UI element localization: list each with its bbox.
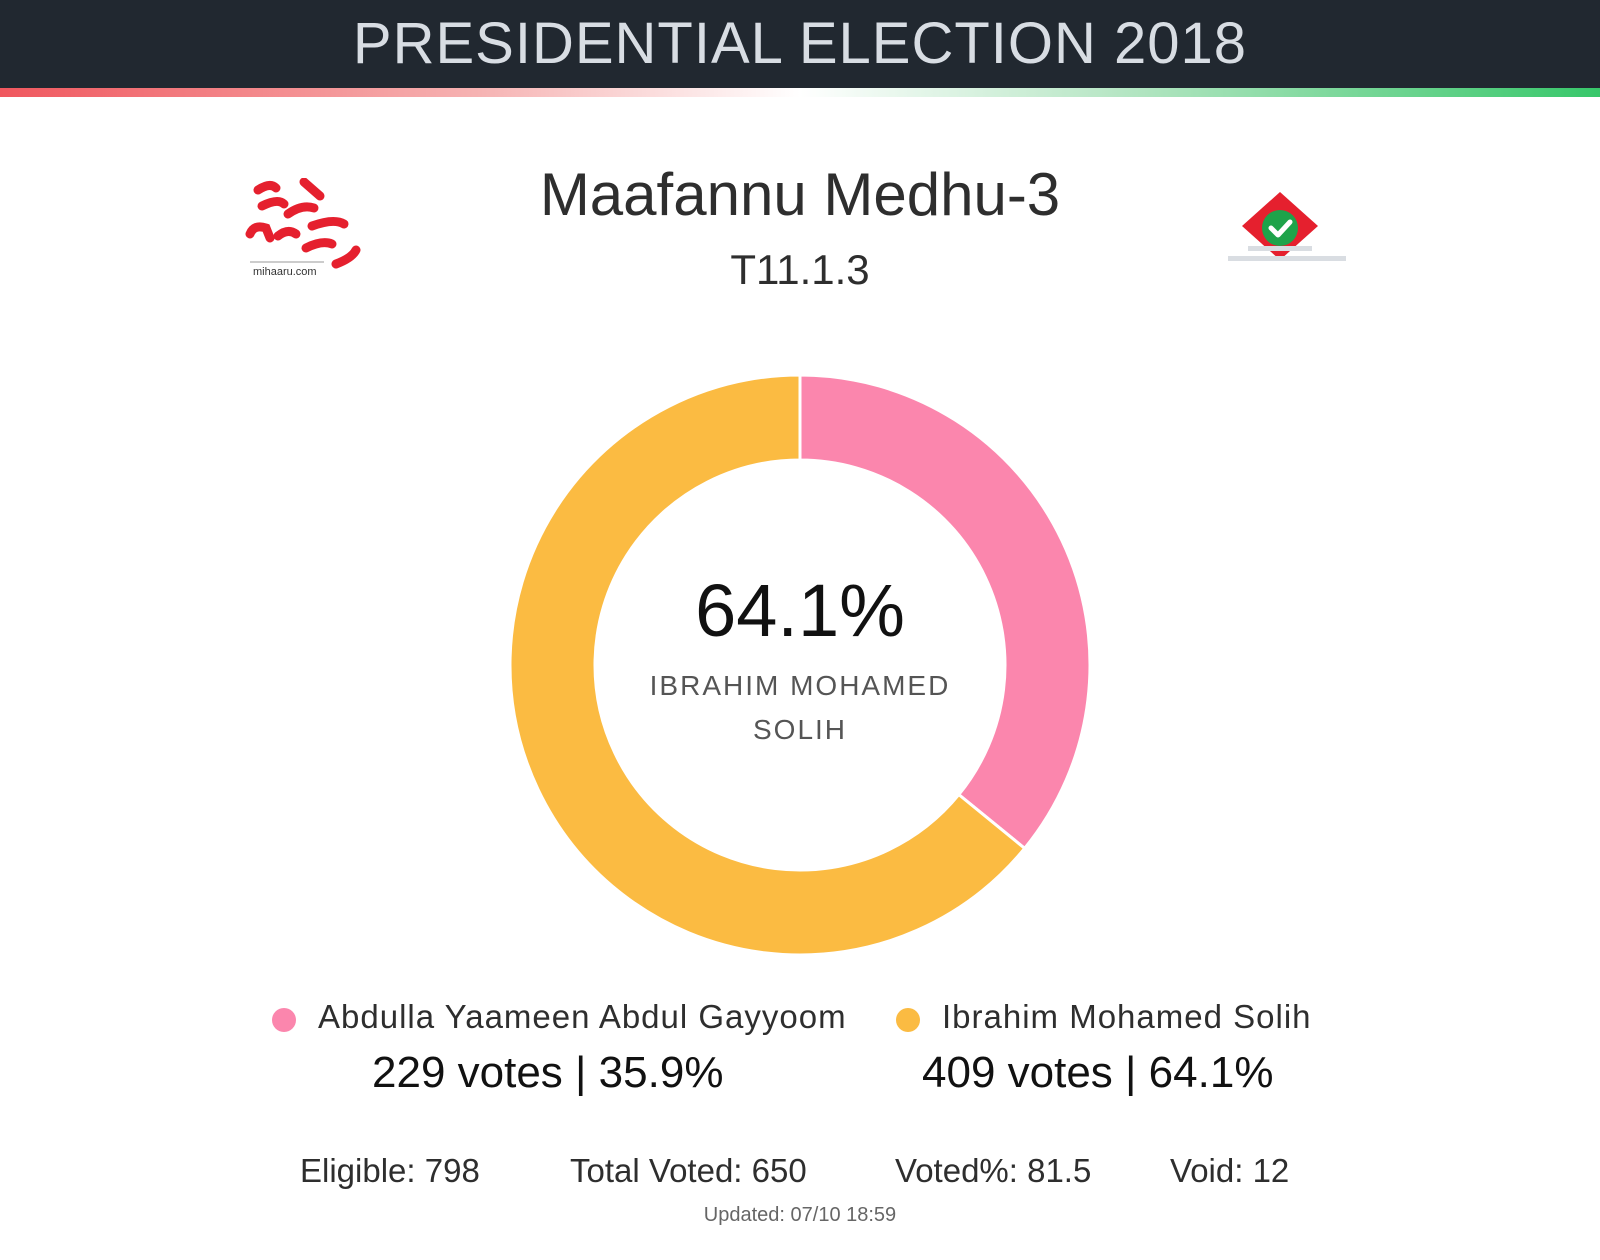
page-title: PRESIDENTIAL ELECTION 2018 [352,11,1248,76]
accent-gradient-bar [0,88,1600,97]
legend-votes-yaameen: 229 votes | 35.9% [372,1048,724,1097]
constituency-name: Maafannu Medhu-3 [539,161,1061,228]
ballot-box-code: T11.1.3 [730,246,870,293]
stat-total-voted: Total Voted: 650 [570,1152,807,1189]
legend-name-solih: Ibrahim Mohamed Solih [942,998,1312,1035]
donut-slice-solih [508,373,1027,957]
legend-votes-solih: 409 votes | 64.1% [922,1048,1274,1097]
logo-caption: mihaaru.com [253,266,317,278]
leading-percent: 64.1% [695,569,905,652]
legend-name-yaameen: Abdulla Yaameen Abdul Gayyoom [318,998,847,1035]
donut-slice-yaameen [798,373,1092,851]
ballot-box-icon [1228,192,1346,261]
header-bar: PRESIDENTIAL ELECTION 2018 [0,0,1600,88]
vote-donut-chart [508,373,1092,957]
legend-dot-yaameen [272,1008,296,1032]
stat-voted-percent: Voted%: 81.5 [895,1152,1092,1189]
mihaaru-logo-icon [245,178,361,269]
updated-timestamp: Updated: 07/10 18:59 [703,1204,897,1226]
leading-candidate: IBRAHIM MOHAMED SOLIH [649,670,951,745]
stat-void: Void: 12 [1170,1152,1290,1189]
stat-eligible: Eligible: 798 [300,1152,480,1189]
legend-dot-solih [896,1008,920,1032]
